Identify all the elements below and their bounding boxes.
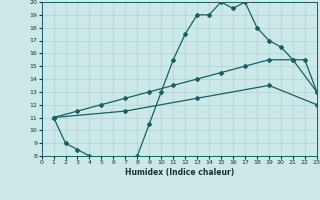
X-axis label: Humidex (Indice chaleur): Humidex (Indice chaleur) <box>124 168 234 177</box>
